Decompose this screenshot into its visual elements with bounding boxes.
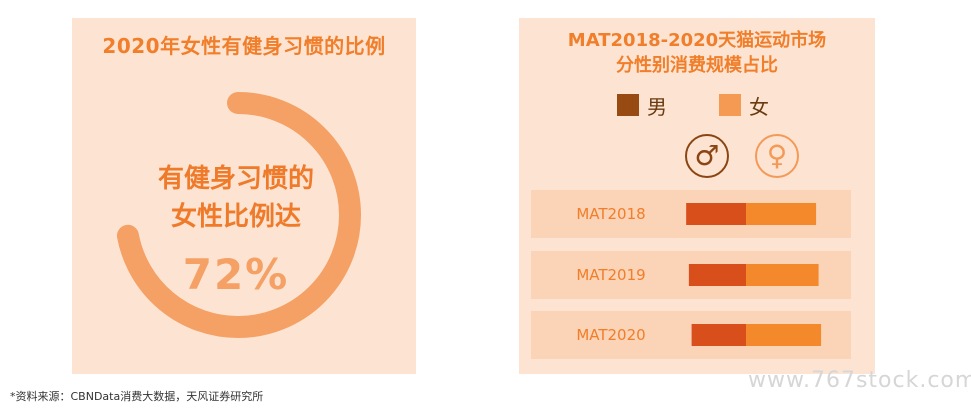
bar-female-segment <box>746 264 819 286</box>
female-symbol-icon: ♀ <box>755 134 799 178</box>
bar-category-label: MAT2020 <box>576 326 645 344</box>
legend-male-swatch <box>617 94 639 116</box>
legend-male: 男 <box>617 93 667 119</box>
ring-arc-72-percent <box>115 92 361 338</box>
right-panel: MAT2018-2020天猫运动市场 分性别消费规模占比 男 女 ♂ ♀ MAT… <box>519 18 875 374</box>
source-footnote: *资料来源：CBNData消费大数据，天风证券研究所 <box>10 390 264 403</box>
male-symbol-icon: ♂ <box>685 134 729 178</box>
left-panel: 2020年女性有健身习惯的比例 有健身习惯的 女性比例达 72% <box>72 18 416 374</box>
ring-value-label: 72% <box>182 250 290 299</box>
right-chart-title-line2: 分性别消费规模占比 <box>616 55 778 76</box>
bar-female-segment <box>746 203 817 225</box>
ring-chart <box>115 92 361 338</box>
left-chart-title: 2020年女性有健身习惯的比例 <box>102 34 386 58</box>
bar-category-label: MAT2019 <box>576 266 645 284</box>
bar-male-segment <box>691 324 746 346</box>
ring-caption-line1: 有健身习惯的 <box>157 164 314 194</box>
ring-caption-line2: 女性比例达 <box>170 202 301 232</box>
legend-female: 女 <box>719 93 769 119</box>
bar-male-segment <box>688 264 746 286</box>
stacked-bar-chart: MAT2018 MAT2019 MAT2020 <box>531 190 851 359</box>
legend-female-swatch <box>719 94 741 116</box>
legend-male-label: 男 <box>647 94 667 119</box>
legend-female-label: 女 <box>749 94 769 119</box>
watermark: www.767stock.com <box>748 368 971 393</box>
bar-female-segment <box>746 324 822 346</box>
right-chart-title-line1: MAT2018-2020天猫运动市场 <box>567 30 827 51</box>
bar-male-segment <box>686 203 746 225</box>
bar-category-label: MAT2018 <box>576 205 645 223</box>
